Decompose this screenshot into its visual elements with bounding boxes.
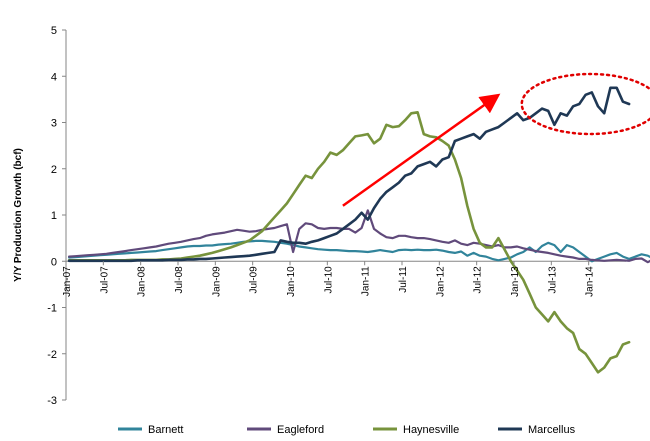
series-line-marcellus xyxy=(67,86,631,263)
y-tick-label: -3 xyxy=(47,395,57,407)
x-tick-label: Jan-11 xyxy=(361,266,372,296)
y-axis-label: Y/Y Production Growth (bcf) xyxy=(13,148,24,282)
x-tick-label: Jan-14 xyxy=(585,266,596,297)
y-tick-label: 0 xyxy=(51,256,57,268)
x-tick-label: Jan-08 xyxy=(137,266,148,297)
x-tick-label: Jan-13 xyxy=(510,266,521,297)
legend-label-marcellus: Marcellus xyxy=(528,424,576,436)
legend-label-haynesville: Haynesville xyxy=(403,424,459,436)
y-tick-label: -1 xyxy=(47,303,57,315)
x-axis-ticks: Jan-07 Jul-07 Jan-08 Jul-08 Jan-09 Jul-09 Jan-… xyxy=(62,261,596,297)
annotation-layer xyxy=(342,72,650,207)
y-axis-ticks: -3 -2 -1 0 1 2 3 4 5 xyxy=(47,25,66,407)
axes xyxy=(65,30,626,400)
x-tick-label: Jan-12 xyxy=(435,266,446,297)
y-tick-label: 3 xyxy=(51,118,57,130)
y-tick-label: 5 xyxy=(51,25,57,37)
x-tick-label: Jul-10 xyxy=(323,266,334,294)
series-line-eagleford xyxy=(67,209,650,264)
x-tick-label: Jul-08 xyxy=(174,266,185,294)
series-layer xyxy=(67,86,650,374)
highlight-ellipse xyxy=(520,72,650,136)
x-tick-label: Jul-09 xyxy=(249,266,260,294)
series-line-barnett xyxy=(67,239,650,263)
x-tick-label: Jul-07 xyxy=(99,266,110,294)
x-tick-label: Jul-13 xyxy=(547,266,558,294)
y-tick-label: 1 xyxy=(51,210,57,222)
legend-label-barnett: Barnett xyxy=(148,424,183,436)
y-tick-label: 4 xyxy=(51,71,57,83)
x-tick-label: Jan-07 xyxy=(62,266,73,297)
y-tick-label: -2 xyxy=(47,349,57,361)
x-tick-label: Jan-10 xyxy=(286,266,297,297)
trend-arrow xyxy=(342,93,501,207)
y-tick-label: 2 xyxy=(51,164,57,176)
series-line-haynesville xyxy=(67,111,631,374)
x-tick-label: Jul-11 xyxy=(398,266,409,293)
x-tick-label: Jan-09 xyxy=(211,266,222,297)
x-tick-label: Jul-12 xyxy=(473,266,484,294)
legend: Barnett Eagleford Haynesville Marcellus xyxy=(118,424,576,436)
legend-label-eagleford: Eagleford xyxy=(277,424,324,436)
